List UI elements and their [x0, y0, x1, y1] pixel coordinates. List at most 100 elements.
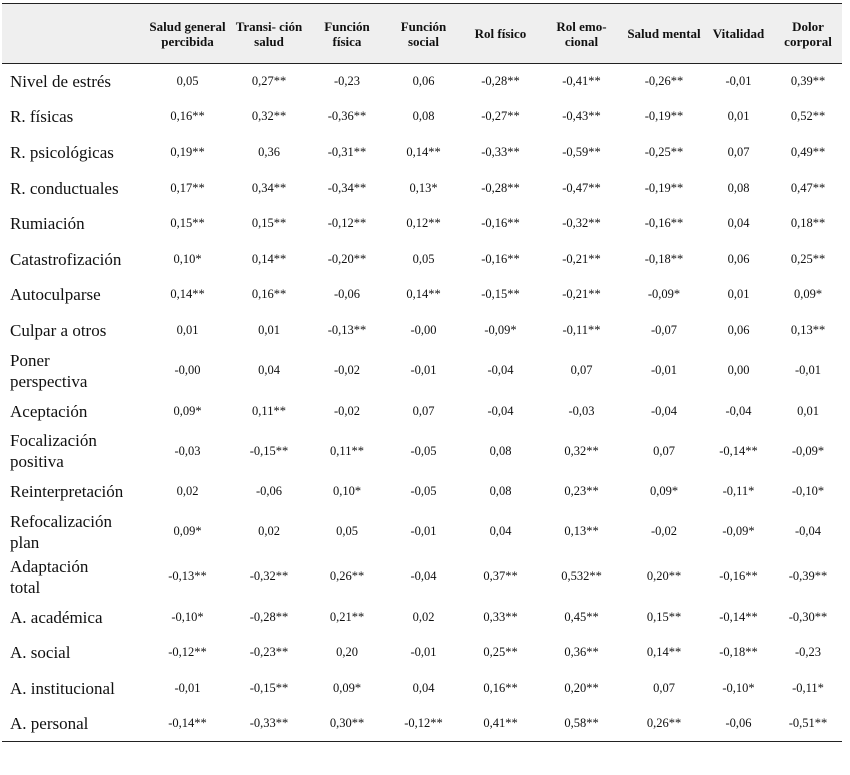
table-row: Autoculparse 0,14** 0,16** -0,06 0,14** -0,15… — [2, 277, 842, 313]
correlation-cell: -0,21** — [562, 251, 601, 266]
correlation-cell: 0,34** — [251, 180, 287, 195]
correlation-cell: 0,05 — [176, 74, 199, 89]
correlation-cell: 0,18** — [790, 216, 826, 231]
correlation-cell: -0,16** — [644, 216, 684, 231]
correlation-cell: 0,13** — [564, 524, 599, 539]
row-label: A. académica — [10, 607, 103, 627]
correlation-cell: 0,01 — [727, 109, 750, 124]
correlation-cell: -0,30** — [788, 609, 828, 624]
correlation-cell: 0,02 — [176, 484, 199, 499]
correlation-cell: 0,21** — [329, 609, 365, 624]
table-row: Adaptación total -0,13** -0,32** 0,26** -0,04… — [2, 554, 842, 599]
correlation-cell: -0,11* — [722, 484, 755, 499]
row-label: A. institucional — [10, 678, 115, 698]
correlation-cell: -0,32** — [249, 569, 289, 584]
correlation-cell: -0,51** — [774, 706, 842, 743]
correlation-cell: -0,16** — [719, 569, 758, 584]
correlation-cell: -0,06 — [333, 287, 361, 302]
table-row: A. académica -0,10* -0,28** 0,21** 0,02 0,33*… — [2, 599, 842, 635]
table-row: Catastrofización 0,10* 0,14** -0,20** 0,05 -0… — [2, 241, 842, 277]
correlation-cell: 0,52** — [790, 109, 826, 124]
correlation-cell: -0,43** — [562, 109, 601, 124]
correlation-cell: -0,01 — [725, 74, 752, 89]
column-header: Salud mental — [625, 3, 703, 64]
correlation-cell: 0,10* — [173, 251, 202, 266]
correlation-cell: 0,01 — [258, 322, 280, 337]
table-row: A. personal -0,14** -0,33** 0,30** -0,12** 0,… — [2, 706, 842, 743]
column-header: Vitalidad — [703, 3, 774, 64]
correlation-cell: 0,04 — [258, 363, 280, 378]
correlation-cell: -0,01 — [410, 645, 437, 660]
correlation-cell: -0,15** — [249, 680, 289, 695]
row-label: Adaptación total — [10, 556, 89, 597]
correlation-cell: -0,18** — [719, 645, 758, 660]
correlation-cell: 0,37** — [483, 569, 518, 584]
correlation-cell: 0,02 — [258, 524, 280, 539]
correlation-cell: -0,04 — [410, 569, 437, 584]
correlation-cell: 0,06 — [727, 251, 750, 266]
correlation-cell: -0,19** — [644, 180, 684, 195]
correlation-cell: 0,02 — [412, 609, 435, 624]
correlation-cell: -0,12** — [384, 706, 463, 743]
correlation-cell: 0,04 — [412, 680, 435, 695]
correlation-cell: 0,25** — [483, 645, 518, 660]
correlation-cell: 0,39** — [790, 74, 826, 89]
row-label: R. físicas — [10, 107, 74, 127]
correlation-cell: -0,25** — [644, 144, 684, 159]
correlation-cell: 0,47** — [790, 180, 826, 195]
row-label: Autoculparse — [10, 285, 101, 305]
row-label: Nivel de estrés — [10, 72, 112, 92]
correlation-cell: -0,33** — [228, 706, 310, 743]
column-header: Transi- ción salud — [228, 3, 310, 64]
correlation-cell: -0,04 — [487, 403, 514, 418]
correlation-cell: 0,16** — [483, 680, 518, 695]
row-label: A. social — [10, 643, 71, 663]
correlation-cell: 0,58** — [538, 706, 625, 743]
column-header: Rol emo- cional — [538, 3, 625, 64]
correlation-cell: 0,16** — [170, 109, 205, 124]
correlation-cell: 0,16** — [251, 287, 287, 302]
correlation-cell: 0,532** — [561, 569, 602, 584]
correlation-cell: 0,01 — [727, 287, 750, 302]
correlation-cell: -0,01 — [410, 363, 437, 378]
correlation-cell: 0,14** — [406, 287, 441, 302]
correlation-cell: -0,31** — [327, 144, 367, 159]
correlation-cell: 0,30** — [310, 706, 384, 743]
correlation-cell: 0,45** — [564, 609, 599, 624]
correlation-cell: -0,04 — [794, 524, 822, 539]
correlation-cell: -0,16** — [481, 251, 520, 266]
correlation-cell: 0,33** — [483, 609, 518, 624]
correlation-cell: -0,00 — [174, 363, 201, 378]
table-row: Rumiación 0,15** 0,15** -0,12** 0,12** -0,16*… — [2, 206, 842, 242]
table-header: Salud general percibida Transi- ción salu… — [2, 3, 842, 64]
correlation-cell: 0,09* — [173, 524, 202, 539]
correlation-cell: -0,21** — [562, 287, 601, 302]
correlation-cell: -0,05 — [410, 484, 437, 499]
correlation-cell: -0,12** — [327, 216, 367, 231]
correlation-cell: -0,16** — [481, 216, 520, 231]
correlation-cell: 0,15** — [170, 216, 205, 231]
correlation-cell: -0,26** — [644, 74, 684, 89]
correlation-cell: -0,27** — [481, 109, 520, 124]
correlation-cell: -0,01 — [410, 524, 437, 539]
correlation-cell: 0,07 — [412, 403, 435, 418]
correlation-cell: 0,08 — [727, 180, 750, 195]
correlation-cell: -0,02 — [333, 363, 361, 378]
correlation-cell: -0,05 — [410, 443, 437, 458]
correlation-cell: 0,14** — [406, 144, 441, 159]
row-label: Refocalización plan — [10, 511, 112, 552]
correlation-cell: 0,36 — [258, 144, 280, 159]
correlation-cell: -0,11* — [792, 680, 824, 695]
correlation-cell: 0,08 — [412, 109, 435, 124]
correlation-cell: 0,08 — [489, 443, 512, 458]
correlation-cell: 0,25** — [790, 251, 826, 266]
table-row: Poner perspectiva -0,00 0,04 -0,02 -0,01 -0,04… — [2, 348, 842, 393]
row-label: R. conductuales — [10, 178, 119, 198]
correlation-cell: 0,49** — [790, 144, 826, 159]
correlation-cell: -0,14** — [719, 443, 758, 458]
correlation-cell: 0,06 — [727, 322, 750, 337]
correlation-cell: 0,14** — [646, 645, 682, 660]
correlation-cell: 0,00 — [727, 363, 750, 378]
table-row: Focalización positiva -0,03 -0,15** 0,11** -0… — [2, 429, 842, 474]
